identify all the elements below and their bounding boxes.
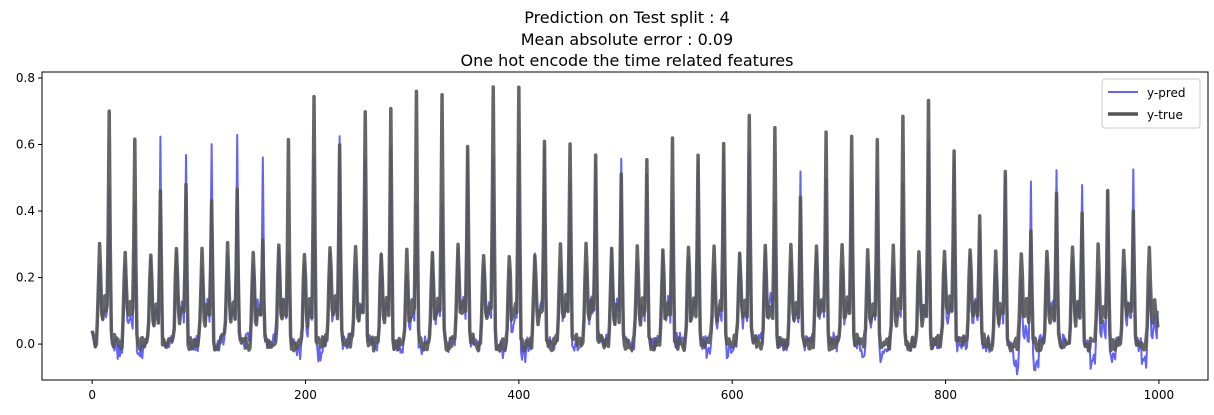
legend-label-y-pred: y-pred: [1147, 86, 1186, 100]
y-tick-label: 0.2: [16, 271, 35, 285]
x-tick-label: 1000: [1144, 388, 1175, 402]
legend: y-pred y-true: [1101, 78, 1201, 129]
title-line-3: One hot encode the time related features: [461, 51, 794, 70]
chart-title: Prediction on Test split : 4 Mean absolu…: [461, 8, 794, 70]
title-line-2: Mean absolute error : 0.09: [521, 30, 733, 49]
x-tick-label: 800: [934, 388, 957, 402]
y-tick-label: 0.8: [16, 71, 35, 85]
x-tick-label: 200: [294, 388, 317, 402]
y-tick-label: 0.6: [16, 138, 35, 152]
plot-frame: [41, 71, 1209, 381]
y-tick-label: 0.0: [16, 337, 35, 351]
series-line-y-true: [90, 85, 1160, 353]
title-line-1: Prediction on Test split : 4: [524, 8, 730, 27]
series-lines: [90, 85, 1160, 376]
x-tick-label: 600: [721, 388, 744, 402]
x-tick-label: 400: [507, 388, 530, 402]
legend-label-y-true: y-true: [1147, 108, 1183, 122]
x-tick-label: 0: [88, 388, 96, 402]
y-tick-label: 0.4: [16, 204, 35, 218]
y-axis: 0.0 0.2 0.4 0.6 0.8: [16, 71, 42, 351]
x-axis: 0 200 400 600 800 1000: [88, 380, 1174, 402]
